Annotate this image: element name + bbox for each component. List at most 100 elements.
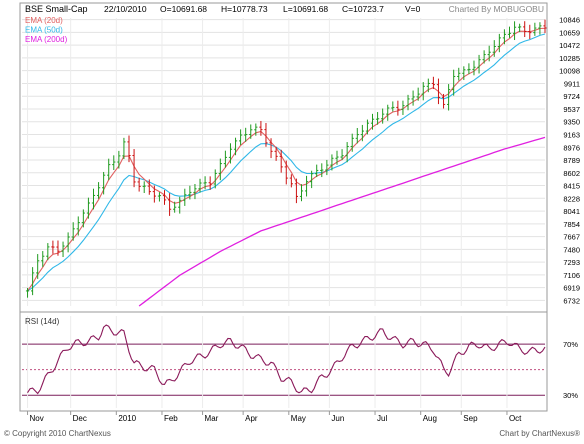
price-bar: [523, 21, 527, 38]
price-bar: [533, 22, 537, 36]
price-y-tick-label: 10285: [559, 54, 580, 63]
price-bars: [25, 19, 547, 298]
price-bar: [117, 150, 121, 169]
open-label: O=10691.68: [160, 4, 207, 14]
price-bar: [112, 155, 116, 171]
credit-label: Charted By MOBUGOBU: [449, 4, 544, 14]
price-y-tick-label: 8041: [563, 207, 580, 216]
price-bar: [310, 170, 314, 189]
price-bar: [315, 164, 319, 178]
x-tick-label: Sep: [463, 414, 478, 423]
close-label: C=10723.7: [342, 4, 384, 14]
price-bar: [426, 78, 430, 93]
x-axis: Nov Dec 2010 Feb Mar Apr May Jun Jul Aug Sep Oct: [27, 411, 522, 423]
price-bar: [350, 133, 354, 152]
legend-item: EMA (20d): [25, 16, 63, 25]
price-bar: [482, 50, 486, 64]
rsi-y-tick-label: 70%: [563, 340, 578, 349]
price-y-tick-label: 10659: [559, 28, 580, 37]
price-bar: [406, 94, 410, 111]
price-bar: [147, 179, 151, 195]
x-tick-label: Apr: [245, 414, 258, 423]
price-bar: [193, 183, 197, 200]
price-bar: [218, 158, 222, 181]
price-bar: [157, 192, 162, 202]
price-y-tick-label: 8602: [563, 169, 580, 178]
price-y-tick-label: 9163: [563, 130, 580, 139]
price-bar: [198, 178, 202, 193]
price-y-tick-label: 9537: [563, 105, 580, 114]
price-bar: [518, 23, 522, 33]
price-bar: [304, 175, 309, 197]
price-bar: [249, 124, 253, 139]
price-bar: [274, 146, 278, 161]
price-bar: [178, 196, 182, 214]
price-bar: [497, 33, 501, 53]
price-bar: [264, 123, 268, 147]
price-bar: [355, 127, 359, 144]
ema-200d-line: [138, 136, 546, 307]
price-bar: [41, 251, 45, 267]
price-bar: [36, 254, 40, 279]
price-bar: [391, 101, 395, 112]
rsi-legend: RSI (14d): [25, 317, 60, 326]
price-bar: [31, 267, 35, 296]
price-bar: [299, 184, 304, 202]
price-bar: [91, 188, 96, 210]
price-y-tick-label: 8976: [563, 143, 580, 152]
price-bar: [447, 84, 451, 111]
x-tick-label: Jul: [377, 414, 387, 423]
high-label: H=10778.73: [221, 4, 268, 14]
price-bar: [330, 154, 334, 171]
price-bar: [502, 29, 507, 45]
price-bar: [71, 222, 75, 241]
price-bar: [335, 150, 339, 165]
price-bar: [360, 124, 364, 142]
price-bar: [462, 66, 466, 81]
price-bar: [183, 188, 187, 206]
price-bar: [365, 119, 370, 135]
price-bar: [512, 21, 517, 41]
price-y-tick-label: 6732: [563, 296, 580, 305]
rsi-grid: [22, 316, 545, 408]
symbol-label: BSE Small-Cap: [25, 4, 88, 14]
price-bar: [86, 197, 91, 219]
price-bar: [107, 158, 111, 181]
price-bar: [472, 60, 476, 76]
price-bar: [401, 100, 405, 115]
price-bar: [259, 120, 263, 136]
price-bar: [203, 176, 207, 190]
price-bar: [81, 209, 85, 228]
price-bar: [223, 150, 227, 168]
price-legend: EMA (20d)EMA (50d)EMA (200d): [25, 16, 68, 44]
price-bar: [142, 181, 146, 194]
low-label: L=10691.68: [283, 4, 328, 14]
price-bar: [269, 138, 273, 159]
x-tick-label: Feb: [164, 414, 178, 423]
x-tick-label: Oct: [509, 414, 522, 423]
price-bar: [487, 45, 491, 62]
x-tick-label: 2010: [118, 414, 136, 423]
price-bar: [386, 104, 390, 121]
price-bar: [152, 185, 156, 203]
price-bar: [56, 240, 60, 256]
price-y-tick-label: 7667: [563, 233, 580, 242]
price-y-tick-label: 9911: [564, 79, 580, 88]
price-bar: [411, 90, 415, 106]
price-bar: [25, 287, 30, 298]
price-bar: [452, 69, 456, 96]
price-bar: [340, 149, 344, 161]
volume-label: V=0: [405, 4, 421, 14]
price-bar: [528, 24, 532, 40]
price-y-tick-label: 8228: [563, 194, 580, 203]
price-y-tick-label: 7854: [563, 220, 580, 229]
price-bar: [162, 190, 167, 205]
price-bar: [127, 135, 131, 163]
price-bar: [507, 26, 512, 38]
price-bar: [345, 142, 349, 163]
brand-label: Chart by ChartNexus®: [499, 429, 580, 438]
price-bar: [284, 160, 288, 185]
price-bar: [239, 129, 243, 146]
price-bar: [66, 232, 70, 253]
